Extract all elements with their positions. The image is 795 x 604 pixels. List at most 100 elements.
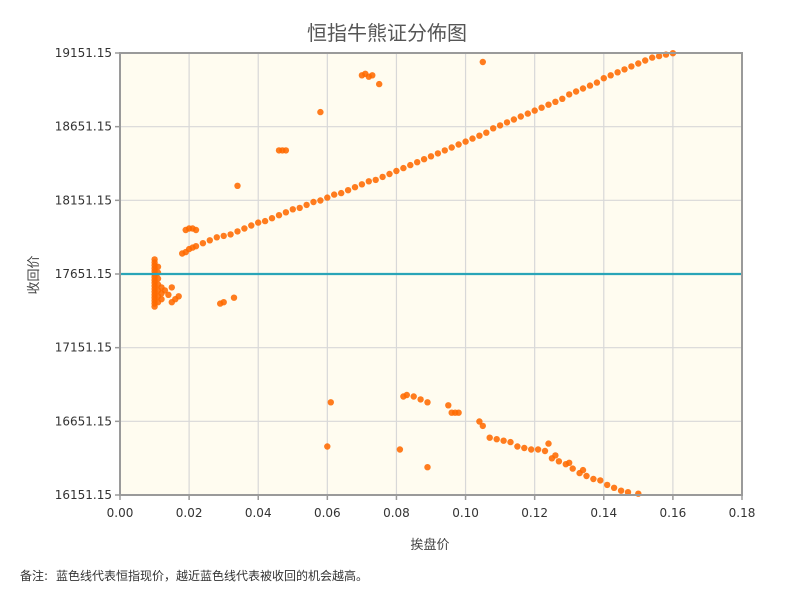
data-point bbox=[483, 129, 490, 136]
data-point bbox=[324, 194, 331, 201]
data-point bbox=[303, 201, 310, 209]
x-tick-label: 0.06 bbox=[314, 506, 341, 520]
data-point bbox=[372, 176, 379, 184]
y-tick-label: 16651.15 bbox=[55, 414, 112, 428]
data-point bbox=[400, 164, 407, 172]
data-point bbox=[566, 91, 573, 98]
chart-title: 恒指牛熊证分佈图 bbox=[307, 21, 467, 45]
y-tick-label: 17651.15 bbox=[55, 267, 112, 281]
y-axis-ticks: 16151.15 16651.15 17151.15 17651.15 18151.15… bbox=[55, 46, 120, 502]
data-point bbox=[566, 459, 573, 466]
data-point bbox=[528, 446, 535, 453]
data-point bbox=[531, 107, 538, 114]
data-point bbox=[424, 399, 431, 406]
data-point bbox=[234, 182, 241, 189]
data-point bbox=[220, 299, 227, 306]
data-point bbox=[628, 63, 635, 70]
data-point bbox=[344, 187, 352, 194]
footnote-text: 蓝色线代表恒指现价，越近蓝色线代表被收回的机会越高。 bbox=[56, 569, 369, 583]
data-point bbox=[624, 489, 632, 496]
data-point bbox=[503, 119, 511, 126]
data-point bbox=[534, 446, 542, 453]
data-point bbox=[572, 88, 580, 95]
data-point bbox=[310, 198, 317, 206]
footnote-label: 备注: bbox=[20, 569, 49, 583]
data-point bbox=[593, 79, 601, 86]
data-point bbox=[213, 234, 220, 241]
data-point bbox=[569, 465, 576, 472]
data-point bbox=[255, 219, 262, 226]
data-point bbox=[154, 275, 162, 282]
data-point bbox=[324, 443, 331, 450]
data-point bbox=[230, 294, 238, 301]
data-point bbox=[455, 409, 462, 416]
x-axis-ticks: 0.00 0.02 0.04 0.06 0.08 0.10 0.12 0.14 0.16 0.18 bbox=[107, 495, 756, 520]
x-tick-label: 0.18 bbox=[729, 506, 756, 520]
data-point bbox=[317, 197, 324, 204]
data-point bbox=[393, 167, 400, 175]
data-point bbox=[414, 159, 421, 166]
data-point bbox=[434, 150, 442, 157]
data-point bbox=[227, 231, 234, 238]
data-point bbox=[427, 153, 435, 160]
data-point bbox=[317, 108, 324, 116]
data-point bbox=[168, 284, 175, 291]
data-point bbox=[621, 66, 628, 73]
data-point bbox=[192, 226, 200, 234]
data-point bbox=[545, 101, 552, 108]
x-tick-label: 0.10 bbox=[452, 506, 479, 520]
x-tick-label: 0.14 bbox=[590, 506, 617, 520]
data-point bbox=[655, 52, 663, 60]
data-point bbox=[396, 446, 404, 453]
x-axis-label: 挨盘价 bbox=[410, 537, 449, 553]
data-point bbox=[241, 225, 248, 232]
data-point bbox=[275, 212, 283, 219]
y-tick-label: 19151.15 bbox=[55, 46, 112, 60]
data-point bbox=[161, 287, 169, 294]
data-point bbox=[261, 217, 269, 225]
data-point bbox=[490, 125, 497, 132]
data-point bbox=[192, 243, 200, 250]
data-point bbox=[358, 181, 366, 188]
data-point bbox=[420, 156, 428, 163]
x-tick-label: 0.00 bbox=[107, 506, 134, 520]
data-point bbox=[331, 191, 338, 198]
data-point bbox=[455, 141, 462, 148]
data-point bbox=[379, 173, 386, 181]
data-point bbox=[590, 475, 597, 483]
x-tick-label: 0.12 bbox=[521, 506, 548, 520]
x-tick-label: 0.02 bbox=[176, 506, 203, 520]
data-point bbox=[462, 138, 469, 145]
data-point bbox=[617, 487, 625, 494]
footnote: 备注: 蓝色线代表恒指现价，越近蓝色线代表被收回的机会越高。 bbox=[20, 567, 368, 584]
data-point bbox=[476, 418, 483, 425]
data-point bbox=[476, 132, 483, 139]
data-point bbox=[579, 85, 587, 92]
data-point bbox=[424, 464, 431, 471]
data-point bbox=[538, 104, 545, 111]
data-point bbox=[220, 232, 227, 240]
y-tick-label: 18151.15 bbox=[55, 193, 112, 207]
data-point bbox=[579, 466, 587, 474]
data-point bbox=[282, 147, 290, 154]
data-point bbox=[507, 438, 514, 446]
data-point bbox=[365, 178, 372, 185]
data-point bbox=[500, 437, 507, 444]
data-point bbox=[545, 440, 552, 447]
data-point bbox=[199, 240, 207, 247]
data-point bbox=[597, 477, 604, 484]
data-point bbox=[610, 484, 618, 491]
data-point bbox=[586, 82, 594, 89]
data-point bbox=[493, 436, 500, 443]
data-point bbox=[327, 399, 334, 406]
data-point bbox=[635, 60, 642, 67]
data-point bbox=[407, 161, 414, 169]
data-point bbox=[607, 72, 614, 79]
data-point bbox=[338, 189, 345, 197]
data-point bbox=[158, 296, 165, 303]
data-point bbox=[583, 472, 590, 480]
data-point bbox=[521, 444, 528, 452]
data-point bbox=[448, 144, 455, 151]
data-point bbox=[282, 209, 290, 216]
data-point bbox=[649, 54, 656, 61]
